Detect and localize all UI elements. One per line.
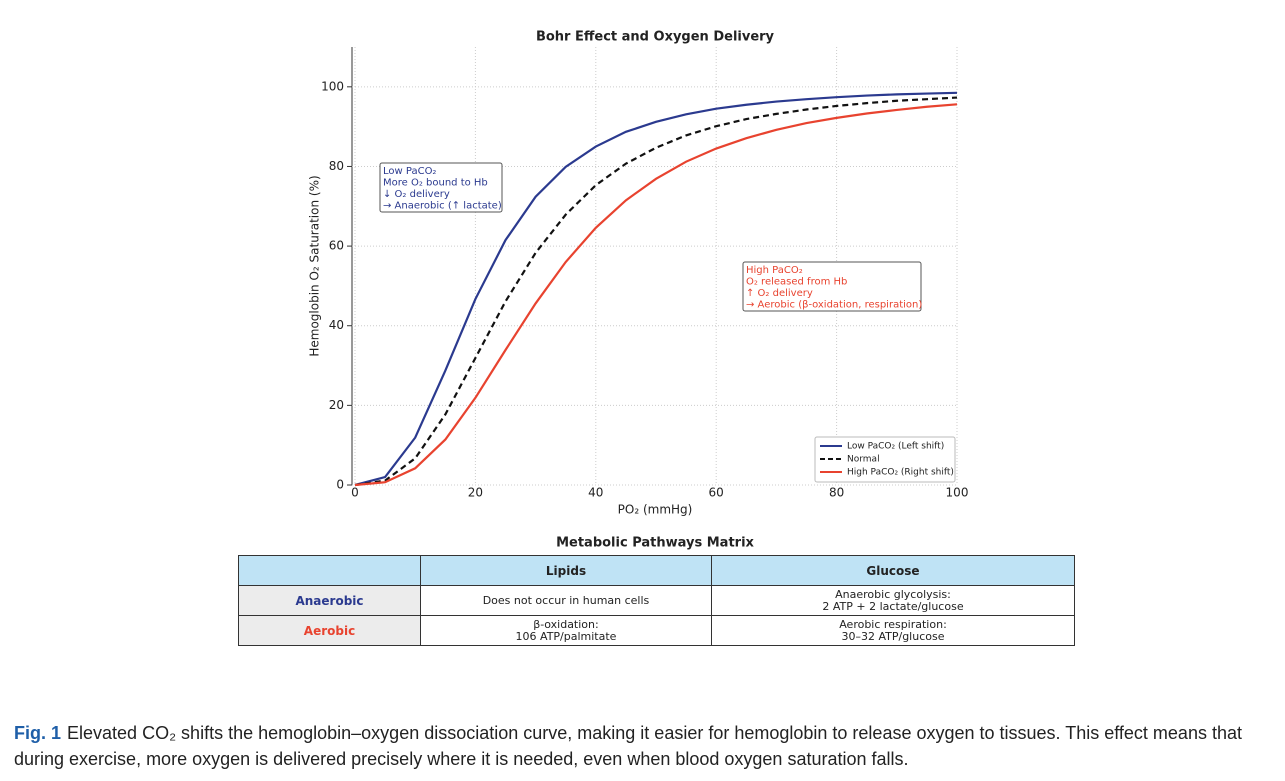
line: [354, 103, 958, 487]
annotation-text: More O₂ bound to Hb: [383, 178, 488, 189]
annotation-text: High PaCO₂: [746, 265, 803, 276]
column-header: Glucose: [711, 555, 1075, 586]
x-tick-label: 60: [709, 486, 724, 500]
annotation-text: ↓ O₂ delivery: [383, 189, 450, 200]
annotation-text: Low PaCO₂: [383, 166, 436, 177]
table-cell: β-oxidation: 106 ATP/palmitate: [420, 615, 712, 646]
cell-line: Aerobic respiration:: [839, 617, 947, 631]
row-label: Aerobic: [238, 615, 421, 646]
annotation-text: O₂ released from Hb: [746, 277, 847, 288]
x-tick-label: 20: [468, 486, 483, 500]
annotation-box: [742, 261, 922, 312]
chart-title: Bohr Effect and Oxygen Delivery: [536, 30, 775, 45]
table-row: Aerobic β-oxidation: 106 ATP/palmitate Aero…: [238, 615, 1075, 646]
cell-line: 2 ATP + 2 lactate/glucose: [822, 599, 964, 613]
column-header: Lipids: [420, 555, 712, 586]
caption: Fig. 1 Elevated CO₂ shifts the hemoglobin…: [14, 720, 1282, 772]
annotation-text: → Aerobic (β-oxidation, respiration): [746, 300, 922, 311]
cell-line: 30–32 ATP/glucose: [841, 629, 945, 643]
row-label: Anaerobic: [238, 585, 421, 616]
table-cell: Does not occur in human cells: [420, 585, 712, 616]
x-tick-label: 80: [829, 486, 844, 500]
x-tick-label: 40: [588, 486, 603, 500]
cell-line: β-oxidation:: [533, 617, 599, 631]
y-tick-label: 100: [321, 79, 344, 93]
legend-box: [814, 436, 956, 483]
cell-line: 106 ATP/palmitate: [515, 629, 617, 643]
table: Lipids Glucose Anaerobic Does not occur in …: [238, 555, 1075, 646]
caption-label: Fig. 1: [14, 723, 62, 743]
y-tick-label: 80: [329, 159, 344, 173]
table-cell: Aerobic respiration: 30–32 ATP/glucose: [711, 615, 1075, 646]
y-tick-label: 0: [336, 478, 344, 492]
table-header: Lipids Glucose: [238, 555, 1075, 586]
annotation-box: [379, 162, 503, 213]
caption-text: Elevated CO₂ shifts the hemoglobin–oxyge…: [14, 723, 1242, 769]
cell-line: Anaerobic glycolysis:: [835, 587, 951, 601]
legend-label: High PaCO₂ (Right shift): [847, 468, 954, 478]
chart: Bohr Effect and Oxygen Delivery PO₂ (mmH…: [308, 30, 969, 551]
corner-cell: [238, 555, 421, 586]
x-tick-label: 100: [946, 486, 969, 500]
line: [354, 96, 958, 487]
y-axis-label: Hemoglobin O₂ Saturation (%): [308, 175, 322, 356]
legend-label: Low PaCO₂ (Left shift): [847, 442, 944, 452]
cell-line: Does not occur in human cells: [482, 593, 650, 607]
line: [354, 91, 958, 487]
legend-label: Normal: [847, 455, 880, 465]
x-axis-label: PO₂ (mmHg): [618, 503, 693, 517]
table-row: Anaerobic Does not occur in human cells An…: [238, 585, 1075, 616]
table-title: Metabolic Pathways Matrix: [556, 536, 754, 551]
y-tick-label: 60: [329, 239, 344, 253]
annotation-text: → Anaerobic (↑ lactate): [383, 201, 502, 212]
y-tick-label: 40: [329, 318, 344, 332]
x-tick-label: 0: [351, 486, 359, 500]
annotation-text: ↑ O₂ delivery: [746, 288, 813, 299]
y-tick-label: 20: [329, 398, 344, 412]
table-cell: Anaerobic glycolysis: 2 ATP + 2 lactate/g…: [711, 585, 1075, 616]
